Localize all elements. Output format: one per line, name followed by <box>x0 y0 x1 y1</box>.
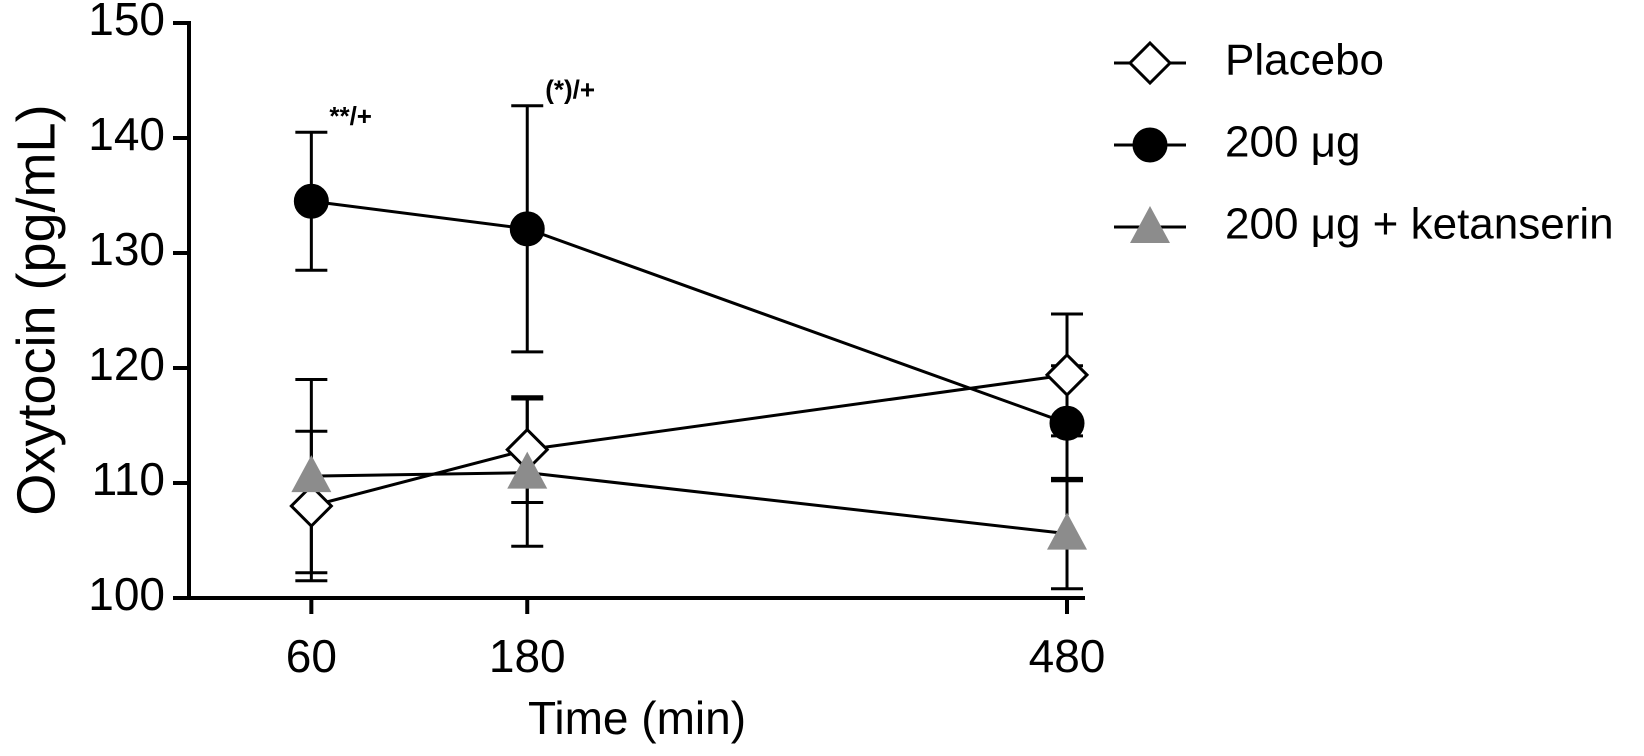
y-tick-label: 120 <box>88 338 165 390</box>
marker <box>1047 512 1088 550</box>
x-tick-label: 480 <box>1029 630 1106 682</box>
y-tick-label: 130 <box>88 223 165 275</box>
x-tick-label: 60 <box>286 630 337 682</box>
y-tick-label: 100 <box>88 568 165 620</box>
marker <box>1127 40 1173 86</box>
annotation: **/+ <box>329 101 372 131</box>
marker <box>291 455 332 493</box>
marker <box>1132 127 1168 163</box>
y-tick-label: 140 <box>88 108 165 160</box>
marker <box>289 483 334 529</box>
series-line <box>310 373 1068 508</box>
marker <box>1044 352 1090 398</box>
y-tick-label: 150 <box>88 0 165 45</box>
annotation: (*)/+ <box>545 75 595 105</box>
y-axis-title: Oxytocin (pg/mL) <box>6 104 66 515</box>
marker <box>509 211 545 247</box>
x-axis-title: Time (min) <box>528 692 746 744</box>
x-tick-label: 180 <box>489 630 566 682</box>
marker <box>1130 206 1170 243</box>
legend-label: 200 μg <box>1225 118 1360 167</box>
legend-label: Placebo <box>1225 36 1384 85</box>
marker <box>293 183 329 219</box>
marker <box>1049 405 1085 441</box>
series-line <box>311 471 1068 536</box>
marker <box>507 451 548 489</box>
legend-label: 200 μg + ketanserin <box>1225 200 1614 249</box>
y-tick-label: 110 <box>92 453 165 505</box>
